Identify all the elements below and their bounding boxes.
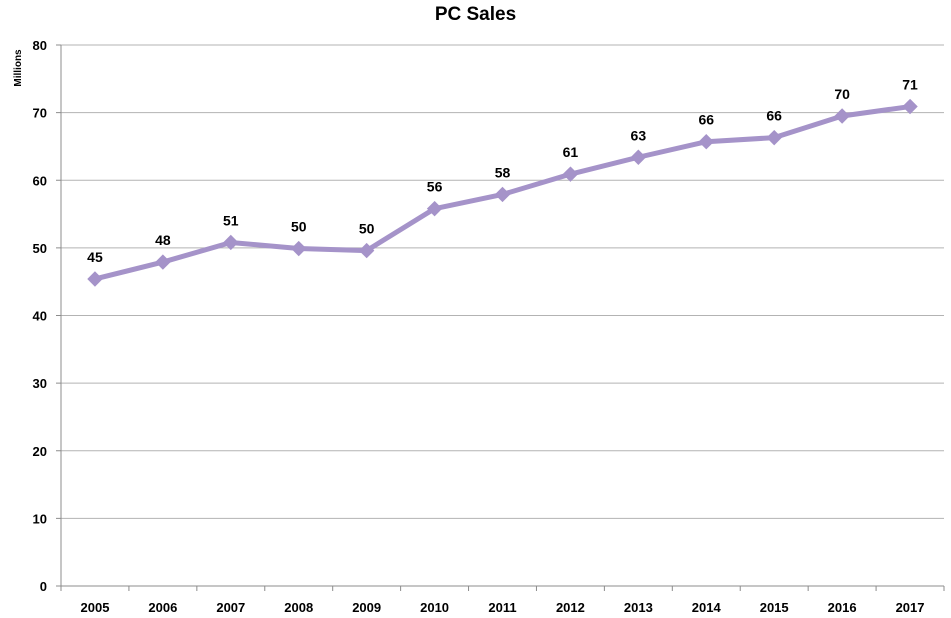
data-point-marker bbox=[698, 133, 714, 150]
y-tick-label: 70 bbox=[33, 106, 47, 121]
data-point-marker bbox=[562, 166, 579, 182]
data-label: 48 bbox=[155, 232, 171, 248]
x-tick-label: 2008 bbox=[284, 600, 313, 615]
x-tick-label: 2007 bbox=[216, 600, 245, 615]
y-tick-label: 30 bbox=[33, 376, 47, 391]
data-point-marker bbox=[834, 108, 850, 124]
y-axis-title: Millions bbox=[13, 49, 24, 87]
data-label: 63 bbox=[631, 127, 647, 143]
data-label: 45 bbox=[87, 249, 103, 265]
data-label: 61 bbox=[563, 144, 579, 160]
data-point-marker bbox=[766, 129, 782, 146]
x-tick-label: 2005 bbox=[81, 600, 110, 615]
x-tick-label: 2015 bbox=[760, 600, 789, 615]
data-point-marker bbox=[426, 200, 443, 217]
data-point-marker bbox=[155, 254, 171, 270]
x-tick-label: 2013 bbox=[624, 600, 653, 615]
data-label: 66 bbox=[766, 108, 782, 124]
x-tick-label: 2006 bbox=[148, 600, 177, 615]
data-label: 70 bbox=[834, 86, 850, 102]
y-tick-label: 50 bbox=[33, 241, 47, 256]
y-tick-label: 0 bbox=[40, 579, 47, 594]
x-tick-label: 2010 bbox=[420, 600, 449, 615]
y-tick-label: 80 bbox=[33, 38, 47, 53]
y-tick-label: 60 bbox=[33, 173, 47, 188]
x-tick-label: 2016 bbox=[828, 600, 857, 615]
data-label: 71 bbox=[902, 77, 918, 93]
x-tick-label: 2017 bbox=[896, 600, 925, 615]
labels: 0 10 20 30 40 50 60 70 80 2005 2006 2007 2008 2009 201… bbox=[13, 38, 924, 615]
data-label: 58 bbox=[495, 164, 511, 180]
x-tick-label: 2009 bbox=[352, 600, 381, 615]
y-tick-label: 10 bbox=[33, 511, 47, 526]
data-point-marker bbox=[358, 242, 375, 259]
data-label: 50 bbox=[291, 219, 307, 235]
series-plot bbox=[87, 98, 918, 287]
y-tick-label: 20 bbox=[33, 444, 47, 459]
data-point-marker bbox=[630, 149, 647, 165]
data-point-marker bbox=[494, 186, 511, 203]
chart-title: PC Sales bbox=[434, 4, 517, 25]
data-label: 56 bbox=[427, 179, 443, 195]
data-label: 51 bbox=[223, 212, 239, 228]
data-point-marker bbox=[291, 240, 307, 257]
x-tick-label: 2014 bbox=[692, 600, 722, 615]
x-tick-label: 2011 bbox=[488, 600, 516, 615]
data-label: 66 bbox=[698, 112, 714, 128]
axes bbox=[56, 44, 945, 591]
y-tick-label: 40 bbox=[33, 309, 47, 324]
data-label: 50 bbox=[359, 221, 375, 237]
gridlines bbox=[61, 44, 944, 519]
x-tick-label: 2012 bbox=[556, 600, 585, 615]
data-point-marker bbox=[223, 234, 239, 251]
data-point-marker bbox=[902, 98, 918, 115]
data-point-marker bbox=[87, 271, 103, 287]
